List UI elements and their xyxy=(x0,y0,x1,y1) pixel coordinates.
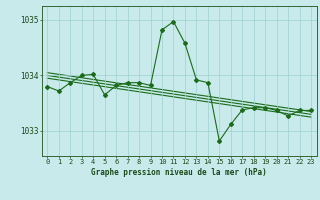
X-axis label: Graphe pression niveau de la mer (hPa): Graphe pression niveau de la mer (hPa) xyxy=(91,168,267,177)
